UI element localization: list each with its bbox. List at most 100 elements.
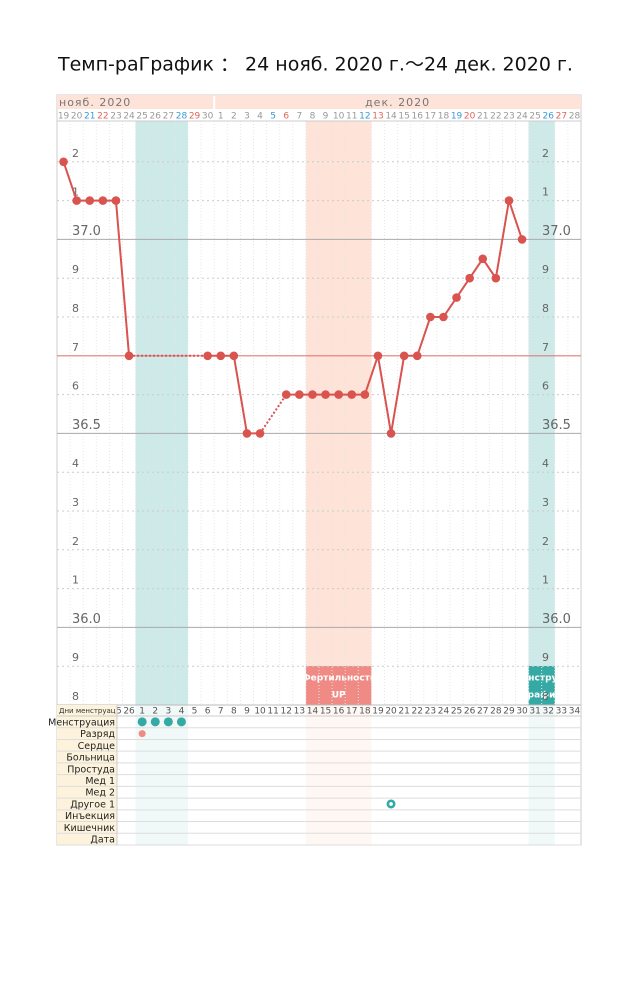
y-tick-label: 2: [72, 535, 79, 548]
y-tick-label: 9: [72, 651, 79, 664]
temperature-point: [347, 390, 357, 399]
cycle-day: 8: [231, 707, 237, 717]
day-label: 28: [176, 112, 188, 122]
day-label: 21: [477, 112, 488, 122]
cycle-day: 16: [333, 707, 345, 717]
cycle-day: 34: [569, 707, 581, 717]
temperature-point: [111, 196, 121, 205]
cycle-day: 3: [165, 707, 171, 717]
other-icon-dot: [389, 802, 393, 806]
day-label: 1: [218, 112, 224, 122]
cycle-day: 26: [464, 707, 476, 717]
day-label: 15: [398, 112, 409, 122]
day-label: 4: [257, 112, 263, 122]
y-tick-label: 8: [72, 302, 79, 315]
cycle-day: 10: [254, 707, 266, 717]
y-tick-label: 4: [72, 457, 79, 470]
temperature-point: [452, 293, 461, 302]
y-tick-label: 36.0: [72, 612, 101, 627]
temperature-point: [360, 390, 370, 399]
y-tick-label: 2: [542, 147, 549, 160]
day-label: 19: [451, 112, 463, 122]
temperature-point: [504, 196, 514, 205]
temperature-point: [295, 390, 304, 399]
temperature-point: [98, 196, 108, 205]
temperature-point: [85, 196, 95, 205]
temperature-point: [229, 351, 239, 361]
day-label: 2: [231, 112, 237, 122]
cycle-day: 24: [438, 707, 450, 717]
temperature-point: [426, 312, 435, 322]
y-tick-label: 8: [72, 690, 79, 703]
day-label: 7: [296, 112, 302, 122]
day-label: 6: [283, 112, 289, 122]
y-tick-label: 1: [72, 186, 79, 199]
day-label: 9: [323, 112, 329, 122]
cycle-day: 25: [451, 707, 462, 717]
day-label: 13: [372, 112, 383, 122]
cycle-day: 7: [218, 707, 224, 717]
row-label: Инъекция: [65, 811, 115, 822]
temperature-point: [439, 312, 448, 322]
month-label: дек. 2020: [365, 96, 430, 109]
day-label: 22: [490, 112, 501, 122]
day-label: 12: [359, 112, 370, 122]
day-label: 18: [438, 112, 450, 122]
row-label: Кишечник: [64, 823, 115, 834]
cycle-day-label: Дни менструац: [59, 707, 116, 715]
discharge-icon: [138, 730, 146, 738]
day-label: 20: [71, 112, 83, 122]
y-tick-label: 7: [542, 341, 549, 354]
day-label: 20: [464, 112, 476, 122]
temperature-point: [399, 351, 409, 361]
temperature-point: [59, 157, 68, 167]
row-label: Дата: [90, 835, 115, 846]
cycle-day: 23: [425, 707, 436, 717]
menstruation-icon: [163, 717, 173, 727]
y-tick-label: 1: [542, 574, 549, 587]
page-title: Темп-раГрафик ： 24 нояб. 2020 г.～24 дек.…: [57, 54, 573, 76]
temperature-point: [255, 429, 265, 438]
temperature-point: [308, 390, 317, 399]
y-tick-label: 9: [72, 263, 79, 276]
y-tick-label: 36.5: [72, 418, 101, 433]
temperature-point: [216, 351, 226, 361]
day-label: 21: [84, 112, 95, 122]
day-label: 24: [516, 112, 528, 122]
cycle-day: 31: [529, 707, 540, 717]
y-tick-label: 7: [72, 341, 79, 354]
month-header: [57, 95, 214, 109]
cycle-day: 27: [477, 707, 488, 717]
y-tick-label: 8: [542, 302, 549, 315]
cycle-day: 33: [556, 707, 567, 717]
day-label: 30: [202, 112, 214, 122]
temperature-point: [124, 351, 134, 361]
row-label: Разряд: [80, 729, 115, 740]
cycle-day: 20: [385, 707, 397, 717]
cycle-day: 19: [372, 707, 384, 717]
day-label: 16: [412, 112, 424, 122]
day-label: 5: [270, 112, 276, 122]
day-label: 17: [425, 112, 436, 122]
cycle-day: 14: [307, 707, 319, 717]
cycle-day: 5: [192, 707, 198, 717]
day-label: 14: [385, 112, 397, 122]
y-tick-label: 9: [542, 263, 549, 276]
y-tick-label: 37.0: [542, 224, 571, 239]
temperature-point: [203, 351, 212, 361]
day-label: 8: [310, 112, 316, 122]
day-label: 27: [163, 112, 174, 122]
day-label: 23: [503, 112, 514, 122]
cycle-day: 17: [346, 707, 357, 717]
day-label: 23: [110, 112, 121, 122]
day-label: 29: [189, 112, 201, 122]
row-label: Мед 2: [85, 788, 115, 799]
row-label: Больница: [66, 753, 115, 764]
row-label: Менструация: [48, 717, 115, 728]
cycle-day: 2: [152, 707, 158, 717]
temperature-point: [281, 390, 291, 399]
day-label: 26: [150, 112, 162, 122]
day-label: 25: [136, 112, 147, 122]
day-label: 26: [543, 112, 555, 122]
